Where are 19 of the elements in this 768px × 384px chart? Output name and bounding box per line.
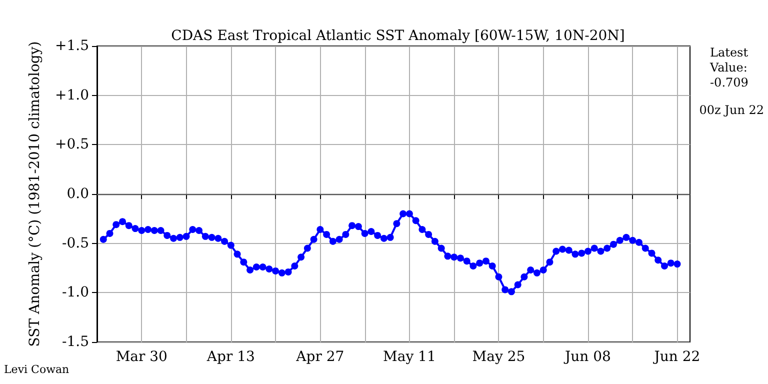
y-axis-title: SST Anomaly (°C) (1981-2010 climatology) — [27, 41, 43, 347]
text: 00z Jun 22 — [699, 103, 764, 117]
x-tick-label: May 11 — [383, 349, 436, 365]
y-tick-label: +0.5 — [55, 136, 89, 153]
text: Levi Cowan — [4, 363, 70, 376]
x-tick-label: Mar 30 — [116, 349, 168, 365]
x-tick-label: Jun 08 — [563, 349, 611, 365]
y-tick-label: -1.5 — [62, 334, 89, 350]
text: Latest Value: -0.709 — [709, 46, 748, 90]
y-tick-label: -1.0 — [62, 284, 89, 301]
x-tick-label: Apr 27 — [295, 349, 344, 365]
y-tick-label: +1.5 — [55, 38, 89, 54]
y-tick-label: -0.5 — [62, 235, 89, 252]
x-tick-label: May 25 — [472, 349, 526, 365]
y-tick-label: 0.0 — [66, 186, 89, 202]
chart-title: CDAS East Tropical Atlantic SST Anomaly [60W-15W, 10N-20N] — [171, 28, 625, 44]
y-tick-label: +1.0 — [55, 87, 89, 104]
x-tick-label: Jun 22 — [652, 349, 700, 365]
x-tick-label: Apr 13 — [206, 349, 255, 365]
